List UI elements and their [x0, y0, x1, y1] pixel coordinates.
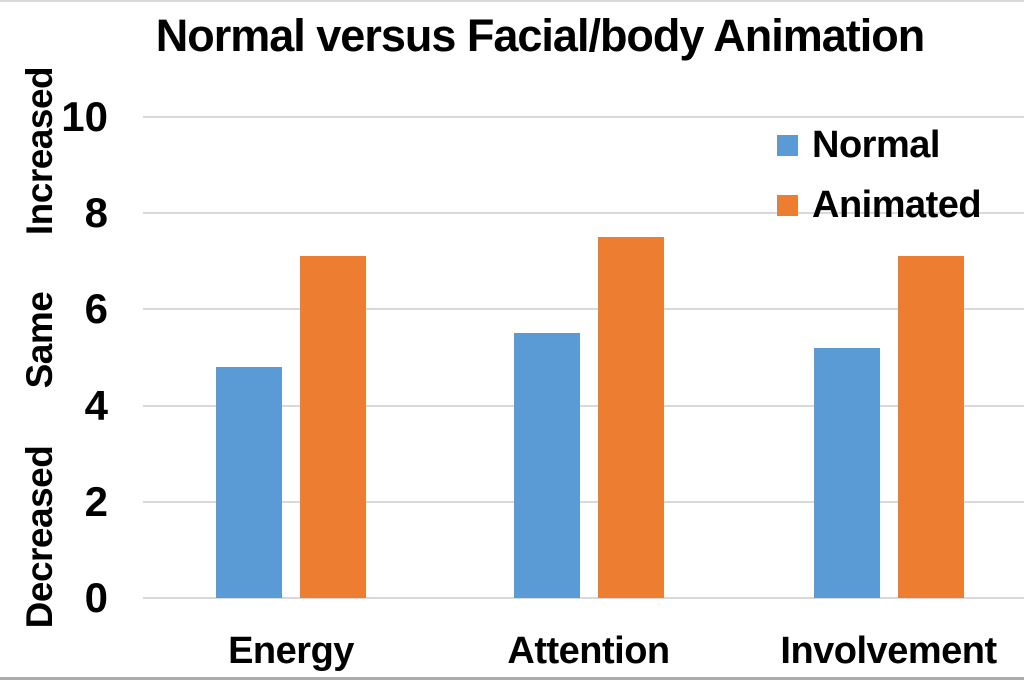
y-tick-label-10: 10	[61, 93, 108, 140]
bar-animated-energy	[300, 256, 366, 598]
y-tick-label-6: 6	[84, 285, 108, 333]
bar-animated-attention	[597, 237, 664, 598]
y-tick-label-8: 8	[84, 189, 108, 237]
legend-item-normal: Normal	[777, 124, 981, 166]
y-zone-label-increased: Increased	[19, 66, 60, 236]
bar-animated-involvement	[897, 256, 964, 598]
gridline-y-8	[143, 212, 1024, 215]
gridline-y-4	[143, 404, 1024, 407]
category-label-attention: Attention	[507, 630, 670, 672]
gridline-y-2	[143, 500, 1024, 503]
gridline-y-10	[143, 116, 1024, 118]
bar-normal-energy	[216, 367, 282, 598]
bar-normal-involvement	[813, 347, 880, 598]
category-label-energy: Energy	[228, 630, 354, 672]
gridline-y-0	[143, 597, 1024, 599]
y-zone-label-decreased: Decreased	[19, 445, 60, 629]
y-tick-label-4: 4	[84, 381, 108, 429]
y-tick-label-2: 2	[84, 477, 108, 525]
legend: Normal Animated	[777, 124, 982, 250]
legend-label-animated: Animated	[812, 184, 982, 226]
top-border-line	[0, 0, 1024, 2]
normal-series-swatch-icon	[777, 135, 798, 156]
bottom-border-line	[0, 677, 1024, 680]
category-label-involvement: Involvement	[780, 630, 997, 672]
animated-series-swatch-icon	[777, 195, 798, 216]
y-tick-label-0: 0	[84, 574, 108, 621]
chart-title: Normal versus Facial/body Animation	[155, 10, 926, 61]
legend-item-animated: Animated	[777, 184, 982, 226]
y-zone-label-same: Same	[19, 291, 60, 389]
legend-label-normal: Normal	[812, 124, 940, 166]
bar-normal-attention	[513, 333, 580, 598]
gridline-y-6	[143, 308, 1024, 311]
